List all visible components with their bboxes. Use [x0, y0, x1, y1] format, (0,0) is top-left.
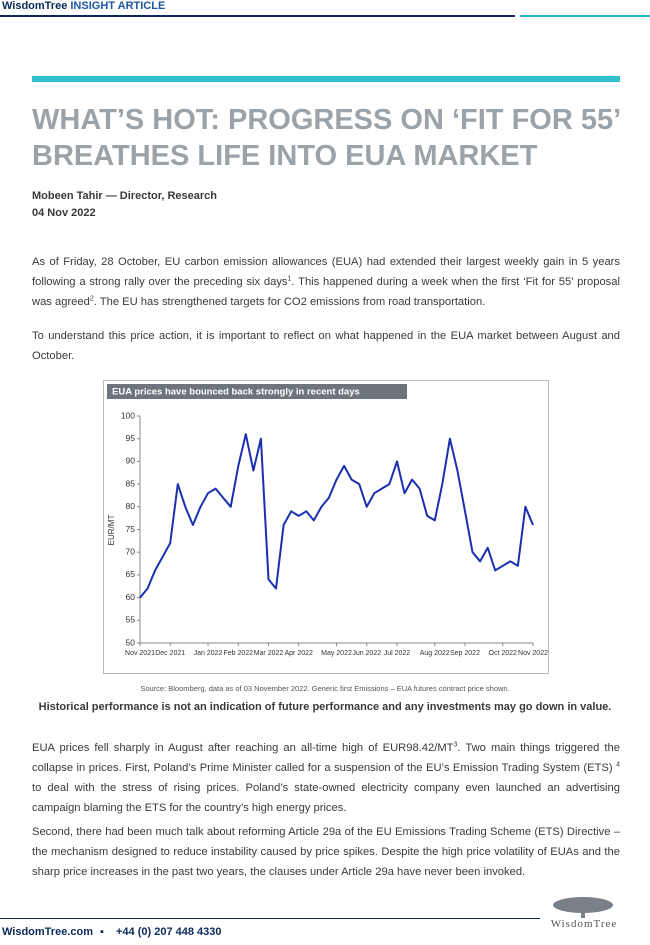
website: WisdomTree.com	[2, 926, 93, 938]
x-tick-label: Jun 2022	[352, 650, 381, 657]
x-tick-label: Jul 2022	[384, 650, 411, 657]
y-tick-label: 50	[126, 637, 136, 647]
brand-label: INSIGHT ARTICLE	[70, 0, 166, 12]
x-tick-label: Dec 2021	[155, 650, 185, 657]
x-tick-label: Nov 2022	[518, 650, 548, 657]
footnote-ref: 4	[616, 761, 620, 769]
y-tick-label: 70	[126, 546, 136, 556]
title: WHAT’S HOT: PROGRESS ON ‘FIT FOR 55’ BRE…	[32, 104, 620, 172]
brand: WisdomTree	[2, 0, 68, 12]
chart-title: EUA prices have bounced back strongly in…	[112, 387, 360, 398]
x-tick-label: Mar 2022	[254, 650, 284, 657]
footnote-ref: 3	[453, 741, 458, 749]
header-brand: WisdomTree INSIGHT ARTICLE	[2, 0, 165, 12]
phone: +44 (0) 207 448 4330	[116, 926, 222, 938]
author: Mobeen Tahir — Director, Research	[32, 190, 218, 202]
paragraph: EUA prices fell sharply in August after …	[32, 738, 620, 818]
y-tick-label: 75	[126, 524, 136, 534]
x-tick-label: Nov 2021	[125, 650, 155, 657]
title-bar	[32, 76, 620, 82]
paragraph: Second, there had been much talk about r…	[32, 822, 620, 882]
footer-rule	[0, 918, 540, 919]
y-tick-label: 80	[126, 501, 136, 511]
line	[139, 433, 534, 599]
text: Second, there had been much talk about r…	[32, 826, 620, 878]
header-rule	[520, 15, 650, 17]
text: to deal with the stress of rising prices…	[32, 782, 620, 814]
paragraph: As of Friday, 28 October, EU carbon emis…	[32, 252, 620, 312]
x-tick-label: May 2022	[321, 650, 352, 657]
y-tick-label: 65	[126, 569, 136, 579]
text: . This happened during a week when the f…	[32, 276, 620, 308]
header-rule	[0, 15, 515, 17]
x-tick-label: Feb 2022	[223, 650, 253, 657]
text: . The EU has strengthened targets for CO…	[93, 296, 486, 308]
text: EUA prices fell sharply in August after …	[32, 742, 454, 754]
x-tick-label: Apr 2022	[285, 650, 314, 657]
x-tick-label: Jan 2022	[194, 650, 223, 657]
y-tick-label: 55	[126, 615, 136, 625]
y-tick-label: 95	[126, 433, 136, 443]
text: To understand this price action, it is i…	[32, 330, 620, 362]
disclaimer: Historical performance is not an indicat…	[38, 701, 612, 713]
paragraph: To understand this price action, it is i…	[32, 326, 620, 366]
y-tick-label: 85	[126, 478, 136, 488]
footnote-ref: 1	[287, 275, 292, 283]
footnote-ref: 2	[89, 295, 94, 303]
chart-frame	[103, 380, 549, 674]
y-axis-label: EUR/MT	[107, 515, 116, 546]
chart: EUA prices have bounced back strongly in…	[103, 380, 549, 674]
x-tick-label: Oct 2022	[489, 650, 518, 657]
y-tick-label: 60	[126, 592, 136, 602]
chart-title-bg	[107, 384, 407, 399]
y-tick-label: 90	[126, 456, 136, 466]
date: 04 Nov 2022	[32, 207, 96, 219]
text: As of Friday, 28 October, EU carbon emis…	[32, 256, 620, 288]
x-tick-label: Sep 2022	[450, 650, 480, 657]
separator: ▪	[100, 926, 104, 938]
y-tick-label: 100	[121, 410, 135, 420]
logo-tree	[553, 897, 613, 918]
text: . Two main things triggered the collapse…	[32, 742, 620, 774]
logo: WisdomTree	[550, 918, 618, 930]
x-tick-label: Aug 2022	[420, 650, 450, 657]
source: Source: Bloomberg, data as of 03 Novembe…	[140, 684, 510, 693]
